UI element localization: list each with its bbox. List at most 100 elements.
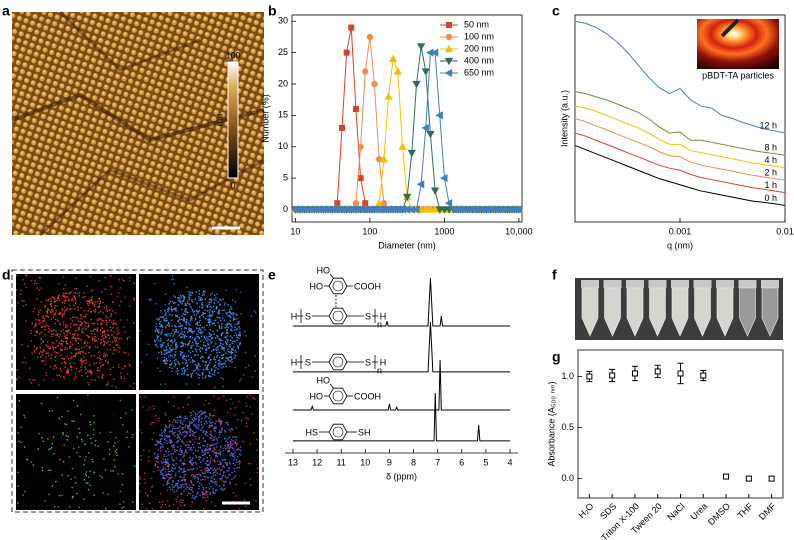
map-dot [139, 476, 140, 477]
map-dot [215, 367, 216, 368]
map-dot [55, 365, 56, 366]
map-dot [205, 440, 206, 441]
map-dot [78, 447, 79, 448]
map-dot [35, 323, 36, 324]
map-dot [77, 335, 78, 336]
map-dot [170, 340, 171, 341]
map-dot [42, 321, 43, 322]
map-dot [202, 306, 203, 307]
map-dot [169, 426, 170, 427]
map-dot [99, 305, 100, 306]
map-dot [175, 420, 176, 421]
map-dot [211, 293, 212, 294]
point [610, 373, 615, 378]
map-dot [245, 417, 246, 418]
map-dot [210, 472, 211, 473]
marker [427, 132, 434, 138]
map-dot [198, 412, 199, 413]
map-dot [165, 414, 166, 415]
map-dot [167, 343, 168, 344]
y-tick-label: 0.5 [561, 422, 574, 432]
map-dot [238, 348, 239, 349]
map-dot [216, 481, 217, 482]
map-dot [203, 458, 204, 459]
map-dot [176, 490, 177, 491]
map-dot [190, 480, 191, 481]
map-dot [235, 484, 236, 485]
map-dot [148, 409, 149, 410]
map-dot [83, 464, 84, 465]
map-dot [201, 424, 202, 425]
y-tick-label: 15 [278, 110, 288, 120]
map-dot [208, 425, 209, 426]
map-dot [100, 324, 101, 325]
map-dot [183, 432, 184, 433]
map-dot [159, 323, 160, 324]
map-dot [181, 331, 182, 332]
panel-letter: a [2, 3, 10, 19]
map-dot [199, 437, 200, 438]
map-dot [202, 497, 203, 498]
x-tick-label: 5 [483, 457, 488, 467]
map-dot [175, 348, 176, 349]
map-dot [59, 312, 60, 313]
map-dot [200, 300, 201, 301]
map-dot [150, 300, 151, 301]
map-dot [235, 355, 236, 356]
map-dot [42, 352, 43, 353]
map-dot [112, 341, 113, 342]
map-dot [208, 304, 209, 305]
map-dot [161, 434, 162, 435]
map-dot [86, 359, 87, 360]
map-dot [53, 349, 54, 350]
map-dot [55, 347, 56, 348]
map-dot [71, 352, 72, 353]
map-dot [71, 369, 72, 370]
map-dot [115, 338, 116, 339]
map-dot [63, 322, 64, 323]
map-dot [79, 292, 80, 293]
map-dot [68, 330, 69, 331]
map-dot [210, 437, 211, 438]
map-dot [167, 360, 168, 361]
map-dot [170, 355, 171, 356]
map-dot [239, 460, 240, 461]
map-dot [191, 449, 192, 450]
map-label: O [123, 398, 130, 408]
map-dot [209, 309, 210, 310]
map-dot [84, 296, 85, 297]
map-dot [165, 350, 166, 351]
map-dot [171, 454, 172, 455]
map-dot [212, 374, 213, 375]
map-dot [214, 452, 215, 453]
map-dot [125, 353, 126, 354]
map-dot [211, 445, 212, 446]
map-dot [200, 414, 201, 415]
map-dot [228, 475, 229, 476]
map-dot [91, 302, 92, 303]
map-dot [93, 310, 94, 311]
map-dot [202, 455, 203, 456]
map-dot [59, 294, 60, 295]
map-dot [209, 339, 210, 340]
map-dot [90, 438, 91, 439]
map-dot [111, 294, 112, 295]
map-dot [220, 344, 221, 345]
map-dot [83, 356, 84, 357]
map-dot [222, 357, 223, 358]
map-dot [244, 499, 245, 500]
map-dot [178, 480, 179, 481]
map-dot [17, 432, 18, 433]
map-dot [64, 303, 65, 304]
map-dot [155, 444, 156, 445]
map-dot [67, 369, 68, 370]
map-dot [177, 446, 178, 447]
map-dot [174, 491, 175, 492]
map-dot [60, 324, 61, 325]
map-dot [229, 463, 230, 464]
map-dot [198, 447, 199, 448]
map-dot [205, 433, 206, 434]
map-dot [164, 439, 165, 440]
map-dot [152, 485, 153, 486]
map-dot [210, 422, 211, 423]
